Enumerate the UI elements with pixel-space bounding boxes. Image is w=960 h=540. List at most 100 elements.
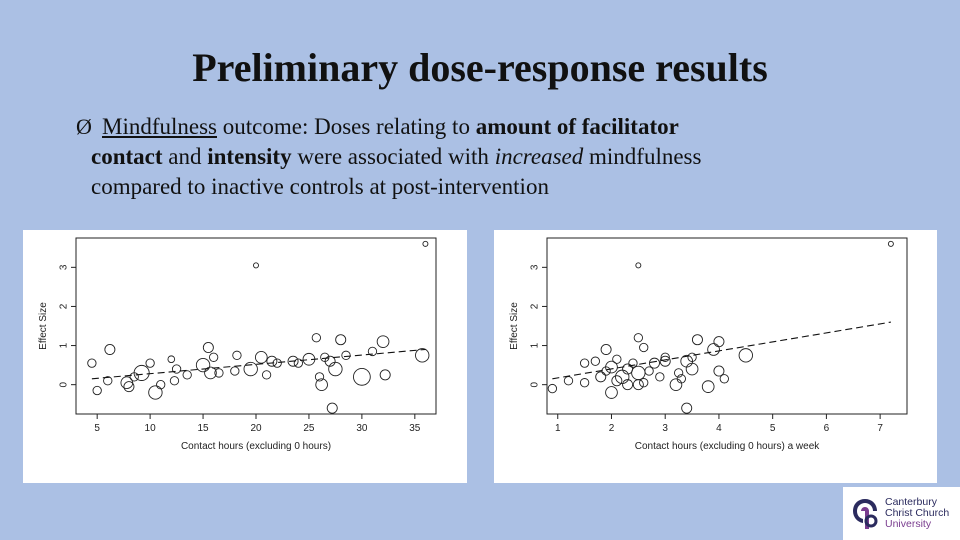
data-point <box>633 333 643 343</box>
data-point <box>232 350 242 360</box>
x-tick-label: 5 <box>94 423 100 434</box>
x-tick-label: 10 <box>145 423 157 434</box>
scatter-plot-contact-hours: 5 10 15 20 25 30 35 0 1 2 3 Contact hours (excludin… <box>23 230 467 483</box>
scatter-plot-contact-hours-week: 1 2 3 4 5 6 7 0 1 2 3 Contact hours (excluding 0 ho… <box>494 230 937 483</box>
data-point <box>103 376 113 386</box>
x-axis-label: Contact hours (excluding 0 hours) <box>181 441 331 452</box>
data-point <box>644 366 654 376</box>
data-point <box>204 366 217 380</box>
bullet-bold-facilitator: amount of facilitator <box>475 114 679 139</box>
data-point <box>579 358 590 368</box>
data-point <box>379 369 391 381</box>
data-point <box>167 355 176 364</box>
data-point <box>669 378 683 391</box>
bullet-span: mindfulness <box>583 144 702 169</box>
x-tick-label: 25 <box>303 423 315 434</box>
data-point <box>169 376 180 386</box>
data-point <box>133 364 150 381</box>
bullet-span: outcome: Doses relating to <box>217 114 476 139</box>
data-point <box>266 355 278 367</box>
x-tick-label: 5 <box>770 423 776 434</box>
data-point <box>673 368 684 378</box>
scatter-plot-svg-left: 5 10 15 20 25 30 35 0 1 2 3 Contact hours (excludin… <box>38 237 437 452</box>
data-point <box>659 355 671 367</box>
y-tick-label: 1 <box>59 342 70 348</box>
scatter-plot-svg-right: 1 2 3 4 5 6 7 0 1 2 3 Contact hours (excluding 0 ho… <box>509 237 908 452</box>
data-point <box>253 262 259 269</box>
y-tick-label: 2 <box>59 303 70 309</box>
data-point <box>195 357 211 373</box>
data-point <box>104 343 116 355</box>
data-point <box>261 370 272 380</box>
data-point <box>635 262 642 269</box>
data-point <box>87 358 97 368</box>
data-point <box>230 366 240 376</box>
data-point <box>605 360 618 374</box>
data-point <box>171 364 182 374</box>
data-point <box>547 383 558 394</box>
data-point <box>120 376 134 390</box>
y-tick-label: 0 <box>59 381 70 387</box>
data-point <box>156 380 166 390</box>
data-point <box>145 358 155 368</box>
x-tick-label: 20 <box>250 423 262 434</box>
plot-frame <box>546 237 908 415</box>
data-point <box>315 378 328 391</box>
data-point <box>579 378 590 388</box>
data-point <box>214 368 224 378</box>
data-point <box>648 357 660 369</box>
x-tick-label: 1 <box>555 423 561 434</box>
data-point <box>701 380 715 393</box>
data-point <box>415 348 430 363</box>
data-point <box>628 358 638 368</box>
bullet-arrow-icon: Ø <box>76 114 92 139</box>
data-point <box>341 350 351 360</box>
logo-line-2: Christ Church <box>885 507 950 519</box>
data-point <box>326 402 338 414</box>
data-point <box>639 342 649 353</box>
bullet-bold-intensity: intensity <box>207 144 292 169</box>
data-point <box>254 350 268 364</box>
data-point <box>123 381 135 393</box>
data-point <box>293 358 304 368</box>
data-point <box>148 385 163 400</box>
data-point <box>367 346 378 357</box>
data-point <box>605 386 618 399</box>
bullet-span: compared to inactive controls at post-in… <box>91 174 549 199</box>
data-point <box>639 378 649 388</box>
data-point <box>655 372 665 382</box>
data-point <box>590 356 601 366</box>
bullet-text: Ø Mindfulness outcome: Doses relating to… <box>76 112 876 202</box>
data-point <box>676 374 686 384</box>
data-point <box>563 376 574 386</box>
x-tick-label: 30 <box>356 423 368 434</box>
y-tick-label: 2 <box>530 303 541 309</box>
data-point <box>595 371 607 383</box>
x-tick-label: 15 <box>197 423 209 434</box>
data-point <box>202 342 214 354</box>
y-axis-label: Effect Size <box>509 302 520 350</box>
slide-title: Preliminary dose-response results <box>192 45 768 90</box>
data-point <box>691 334 703 346</box>
data-point <box>887 240 894 247</box>
x-tick-label: 3 <box>662 423 668 434</box>
logo-line-3: University <box>885 518 932 530</box>
data-point <box>713 336 725 348</box>
data-point <box>719 374 729 384</box>
x-tick-label: 35 <box>409 423 421 434</box>
data-point <box>208 352 219 362</box>
y-tick-label: 3 <box>530 264 541 270</box>
data-point <box>685 362 699 376</box>
data-point <box>738 348 753 363</box>
data-point <box>335 334 347 346</box>
data-point <box>422 240 429 247</box>
data-point <box>707 343 720 356</box>
data-point <box>314 372 325 382</box>
data-point <box>632 379 644 391</box>
bullet-term-mindfulness: Mindfulness <box>102 114 217 139</box>
x-tick-label: 7 <box>877 423 883 434</box>
data-point <box>600 343 612 355</box>
data-point <box>311 333 322 343</box>
x-axis-label: Contact hours (excluding 0 hours) a week <box>635 441 821 452</box>
data-point <box>287 355 299 367</box>
